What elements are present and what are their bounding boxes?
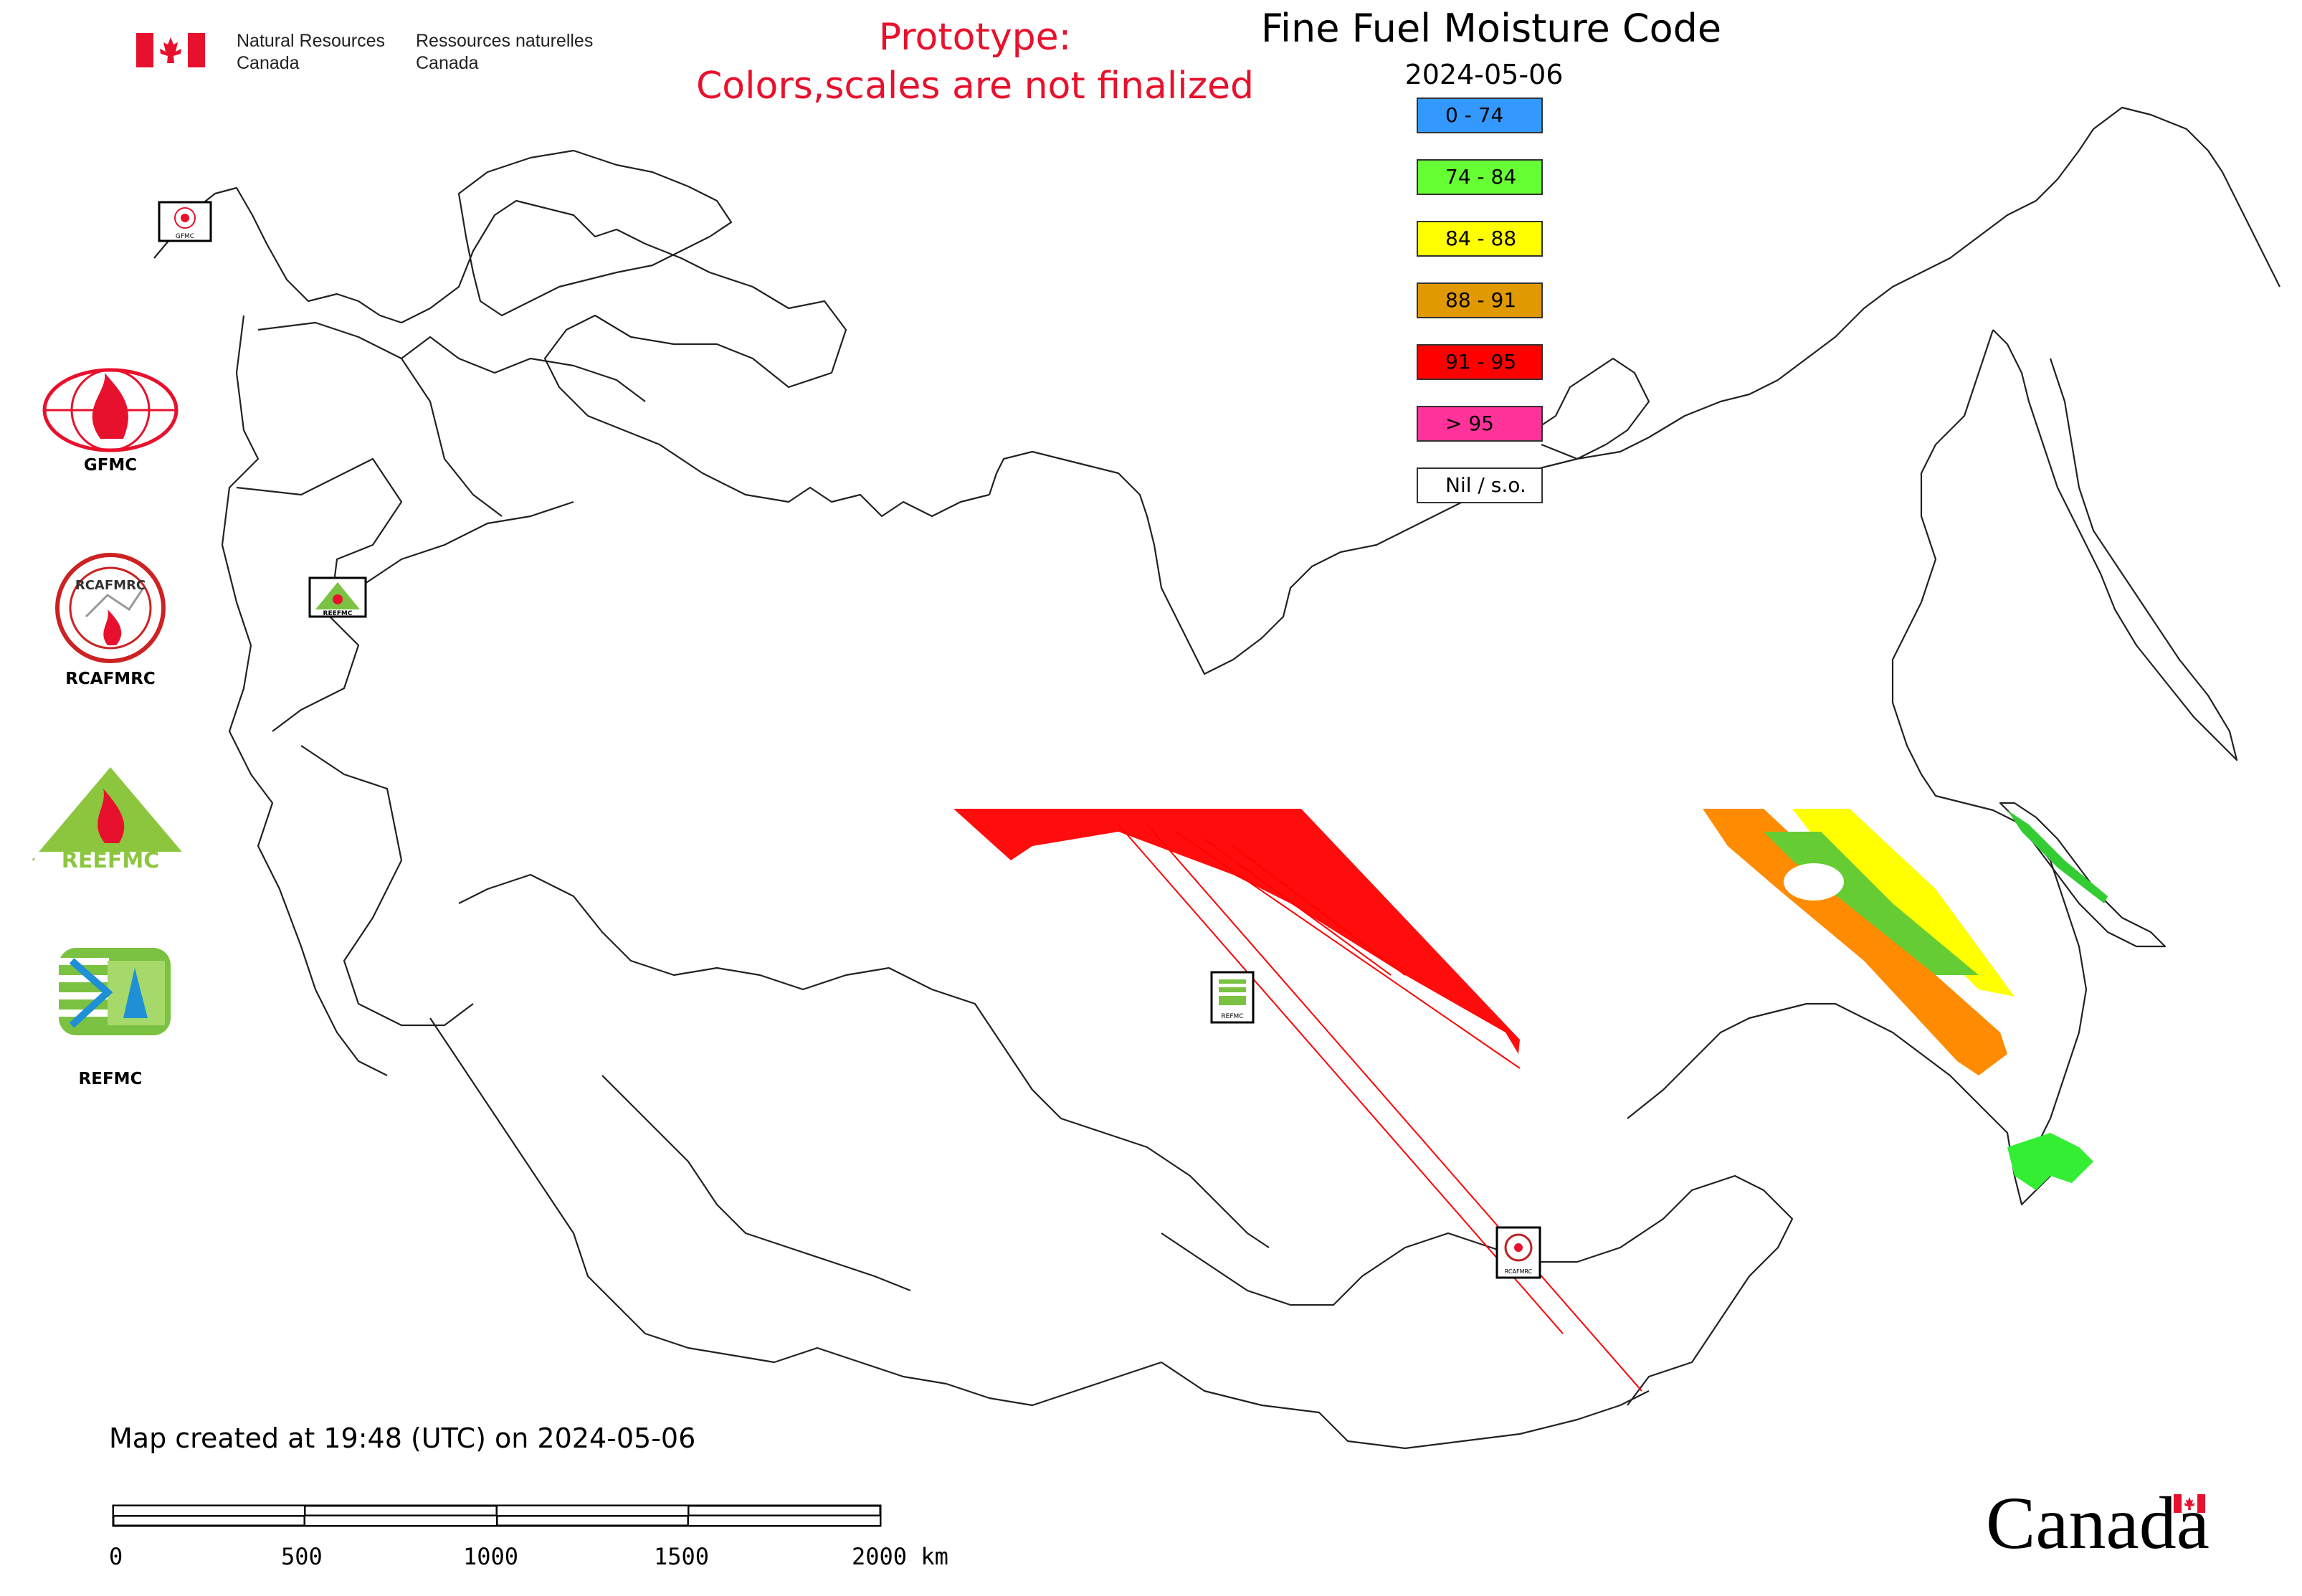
border-mongolia-south [1161,1362,1650,1450]
coastline-kamchatka [1992,329,2238,761]
prototype-notice-line2: Colors,scales are not finalized [695,65,1255,108]
border-amur [1627,1002,2065,1206]
marker-label: RCAFMRC [1505,1268,1533,1275]
canada-wordmark: Canada [1986,1484,2210,1563]
left-logos: RCAFMRC REEFMC [32,368,189,1035]
border-inner-russia-1 [401,336,646,402]
reefmc-station-marker[interactable]: REEFMC [308,576,367,618]
coastline-east-arctic [1541,106,2280,460]
coastline-okhotsk [1891,329,2088,1177]
department-name-fr: Ressources naturelles Canada [416,30,593,75]
refmc-caption: REFMC [78,1070,143,1088]
coastline-arctic [988,357,1650,675]
prototype-notice-line1: Prototype: [878,16,1072,59]
ffmc-swath-red-streaks [1118,824,1642,1392]
canada-flag-icon [136,33,205,67]
scale-tick-0: 0 [109,1543,123,1570]
ffmc-data-swaths [953,809,2108,1392]
department-fr-line1: Ressources naturelles [416,31,594,51]
legend-item-88-91: 88 - 91 [1417,282,1543,318]
ffmc-swath-east-gap [1784,863,1844,901]
svg-text:RCAFMRC: RCAFMRC [75,578,146,593]
map-date: 2024-05-06 [1404,59,1564,90]
scale-tick-2000: 2000 km [852,1543,948,1570]
legend-item-84-88: 84 - 88 [1417,221,1543,257]
legend-item-74-84: 74 - 84 [1417,159,1543,195]
rcafmrc-station-marker[interactable]: RCAFMRC [1495,1226,1541,1279]
reefmc-logo-icon: REEFMC [32,767,189,873]
border-baltics [257,321,503,517]
department-en-line1: Natural Resources [237,31,386,51]
canada-wordmark-flag-icon [2174,1494,2205,1513]
border-belarus-ukraine [236,457,403,732]
legend-item-over-95: > 95 [1417,406,1543,442]
gfmc-logo-icon [42,368,179,452]
border-caucasus [300,745,474,1027]
gfmc-station-marker[interactable]: GFMC [158,201,212,242]
government-signature: Natural Resources Canada Ressources natu… [136,30,595,73]
map-created-note: Map created at 19:48 (UTC) on 2024-05-06 [109,1422,696,1454]
scale-tick-500: 500 [281,1543,323,1570]
marker-label: REFMC [1221,1013,1243,1020]
map-title: Fine Fuel Moisture Code [1260,6,1722,51]
gfmc-caption: GFMC [83,456,138,475]
coastline-novaya-zemlya [457,149,733,317]
country-borders [153,106,2280,1450]
scale-tick-1000: 1000 [463,1543,518,1570]
department-fr-line2: Canada [416,53,479,73]
legend-item-nil: Nil / s.o. [1417,467,1543,503]
border-west-russia [221,315,388,1076]
border-kazakhstan [458,873,1270,1248]
ffmc-swath-east-yellow [1792,809,2015,997]
coastline-sakhalin [1999,802,2167,948]
ffmc-swath-east-mixed [1703,809,2007,1075]
department-en-line2: Canada [237,53,300,73]
marker-label: REEFMC [323,610,353,617]
border-central-asia-south [429,1017,1162,1407]
ffmc-swath-central-red [953,809,1520,1054]
refmc-logo-icon [59,948,171,1035]
marker-label: GFMC [176,233,194,240]
coastline-scandinavia [153,186,990,518]
refmc-station-marker[interactable]: REFMC [1210,971,1255,1024]
prototype-notice: Prototype: Colors,scales are not finaliz… [645,13,1305,110]
scale-bar: 0 500 1000 1500 2000 km [109,1504,948,1570]
legend-item-91-95: 91 - 95 [1417,344,1543,380]
station-markers: GFMC REEFMC REFMC RCAFMRC [158,201,1541,1279]
scale-tick-1500: 1500 [654,1543,709,1570]
legend-item-0-74: 0 - 74 [1417,98,1543,133]
border-mongolia [1161,1174,1794,1406]
border-uzbekistan [601,1075,911,1292]
ffmc-swath-sakhalin-green [2007,810,2108,903]
ffmc-swath-primorye-green [2007,1133,2093,1190]
department-name-en: Natural Resources Canada [237,30,385,75]
rcafmrc-logo-icon: RCAFMRC [55,553,166,663]
canada-wordmark-text: Canada [1986,1482,2210,1564]
reefmc-wordmark: REEFMC [62,848,159,873]
rcafmrc-caption: RCAFMRC [65,670,156,688]
